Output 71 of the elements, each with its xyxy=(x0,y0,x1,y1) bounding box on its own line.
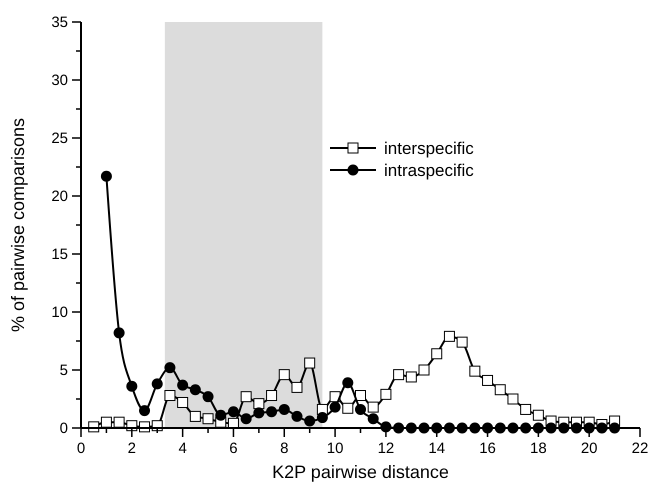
point xyxy=(139,405,150,416)
point xyxy=(278,404,290,415)
point xyxy=(202,413,214,424)
y-tick-label: 20 xyxy=(51,188,68,205)
y-tick-label: 10 xyxy=(51,304,68,321)
point xyxy=(177,380,188,391)
point xyxy=(240,391,252,402)
y-tick-label: 5 xyxy=(60,362,68,379)
point xyxy=(164,362,176,374)
point xyxy=(380,388,392,400)
point xyxy=(304,416,316,427)
point xyxy=(342,377,354,388)
point xyxy=(532,410,544,421)
x-tick-label: 14 xyxy=(428,440,446,457)
point xyxy=(152,378,163,390)
point xyxy=(393,369,404,380)
point xyxy=(240,413,252,424)
point xyxy=(114,327,125,338)
point xyxy=(520,404,532,415)
point xyxy=(406,371,417,382)
x-tick-label: 16 xyxy=(479,440,496,457)
point xyxy=(368,402,379,413)
point xyxy=(431,348,442,360)
y-tick-label: 0 xyxy=(60,420,68,437)
point xyxy=(266,406,278,418)
x-tick-label: 2 xyxy=(128,440,136,457)
point xyxy=(253,398,264,410)
point xyxy=(291,410,302,422)
x-tick-label: 0 xyxy=(76,440,86,457)
point xyxy=(278,369,290,380)
legend-label: intraspecific xyxy=(384,161,474,180)
point xyxy=(100,170,112,182)
point xyxy=(494,384,506,396)
point xyxy=(444,330,455,342)
point xyxy=(190,384,201,396)
point xyxy=(342,402,354,414)
point xyxy=(482,374,494,386)
x-tick-label: 6 xyxy=(229,440,238,457)
y-tick-label: 30 xyxy=(51,72,68,89)
point xyxy=(253,407,264,418)
point xyxy=(456,336,468,348)
point xyxy=(266,390,278,402)
point xyxy=(355,404,366,415)
y-tick-label: 25 xyxy=(51,130,68,147)
point xyxy=(368,413,379,424)
point xyxy=(316,412,328,424)
point xyxy=(304,358,316,369)
x-tick-label: 18 xyxy=(530,440,547,457)
point xyxy=(469,366,480,377)
point xyxy=(228,406,239,418)
point xyxy=(190,410,201,422)
y-tick-label: 15 xyxy=(51,246,68,263)
point xyxy=(330,402,341,413)
point xyxy=(418,364,430,376)
point xyxy=(177,396,188,408)
x-tick-label: 22 xyxy=(632,440,648,457)
y-axis-title: % of pairwise comparisons xyxy=(8,118,28,332)
x-tick-label: 4 xyxy=(178,440,187,457)
x-axis-title: K2P pairwise distance xyxy=(272,462,449,482)
x-tick-label: 12 xyxy=(378,440,394,457)
y-tick-label: 35 xyxy=(51,14,68,31)
point xyxy=(202,391,214,402)
x-tick-label: 10 xyxy=(326,440,344,457)
x-tick-label: 20 xyxy=(580,440,598,457)
point xyxy=(215,410,226,421)
x-tick-label: 8 xyxy=(280,440,288,457)
point xyxy=(291,382,302,393)
point xyxy=(126,380,138,392)
point xyxy=(507,394,518,404)
point xyxy=(164,390,176,402)
legend-label: interspecific xyxy=(384,139,474,158)
